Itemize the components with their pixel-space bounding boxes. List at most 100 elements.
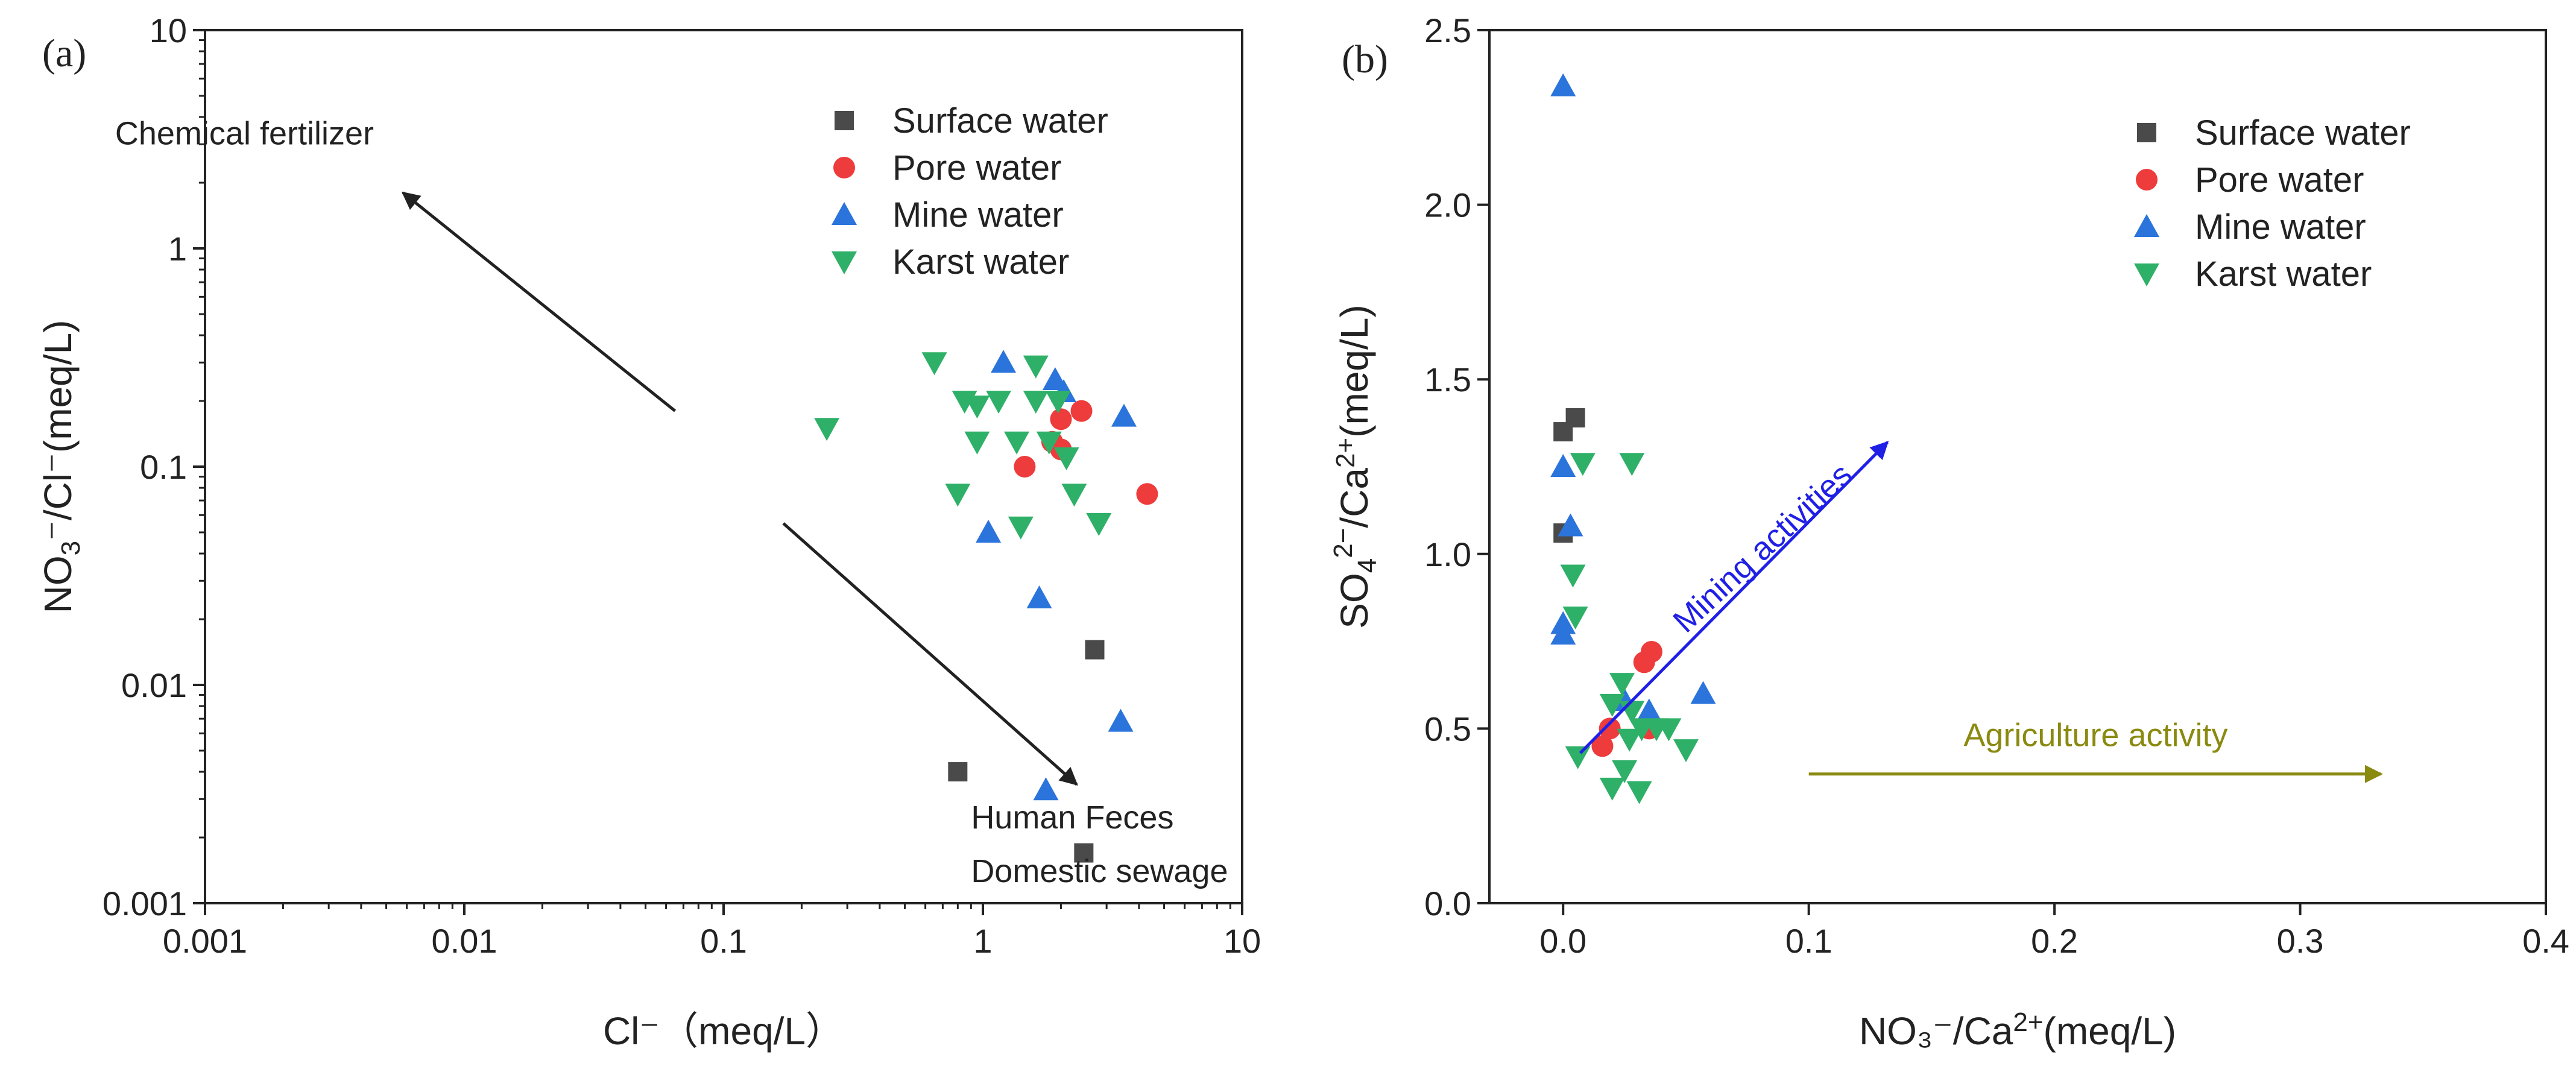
a-point-pore-water-5	[1136, 483, 1158, 505]
panel-b-y-axis-label: SO42−/Ca2+(meq/L)	[1328, 304, 1382, 628]
a-point-karst-water-12	[945, 484, 971, 507]
a-ytick-label-3: 1	[168, 230, 187, 268]
panel-b-ylabel-part-1: SO	[1333, 573, 1376, 628]
b-legend-label-1: Pore water	[2195, 160, 2364, 200]
b-ytick-label-0: 0.0	[1424, 885, 1471, 922]
a-point-karst-water-11	[1053, 447, 1079, 471]
a-annotation-arrow-0	[401, 191, 677, 412]
panel-b-ticks: 0.0 0.1 0.2 0.3 0.4 0.0 0.5 1.0 1.5 2.0 2.5	[1424, 11, 2569, 960]
a-point-karst-water-2	[814, 418, 840, 441]
panel-b-legend: Surface water Pore water Mine water Karst w…	[2134, 113, 2411, 294]
b-point-mine-water-1	[1550, 454, 1576, 477]
a-legend-marker-1	[833, 157, 855, 178]
a-point-mine-water-7	[1033, 777, 1059, 801]
a-point-karst-water-0	[921, 352, 947, 376]
a-xtick-label-0: 0.001	[163, 922, 247, 960]
panel-b-ylabel-part-3: (meq/L)	[1333, 304, 1376, 438]
b-point-karst-water-14	[1599, 777, 1625, 801]
b-ytick-label-1: 0.5	[1424, 710, 1471, 748]
a-legend-marker-3	[832, 251, 857, 274]
a-point-karst-water-15	[1086, 512, 1112, 536]
a-point-karst-water-13	[1061, 484, 1087, 507]
b-xtick-label-0: 0.0	[1539, 922, 1586, 960]
b-point-mine-water-5	[1636, 698, 1662, 722]
panel-b-xlabel-sup: 2+	[2013, 1008, 2043, 1037]
b-legend-label-3: Karst water	[2195, 254, 2372, 294]
a-annotation-text-0: Chemical fertilizer	[115, 115, 374, 151]
a-point-karst-water-8	[964, 431, 990, 455]
b-ytick-label-4: 2.0	[1424, 186, 1471, 224]
panel-b-ylabel-part-2: /Ca	[1333, 468, 1376, 528]
panel-b-x-axis-label: NO₃⁻/Ca2+(meq/L)	[1859, 1008, 2176, 1053]
panel-a-label: (a)	[42, 31, 86, 75]
a-point-karst-water-5	[986, 391, 1012, 414]
a-point-mine-water-5	[1026, 585, 1052, 608]
b-point-karst-water-2	[1560, 564, 1586, 588]
b-point-mine-water-4	[1550, 622, 1576, 645]
b-xtick-label-3: 0.3	[2277, 922, 2324, 960]
a-ytick-label-4: 10	[150, 11, 187, 49]
panel-b-xlabel-part-1: NO₃⁻/Ca	[1859, 1009, 2013, 1053]
b-point-karst-water-3	[1562, 607, 1588, 630]
a-point-mine-water-6	[1108, 708, 1134, 732]
b-annotation-arrow-0	[1579, 441, 1889, 754]
panel-a-annotations: Chemical fertilizer Human Feces Domestic s…	[115, 115, 1228, 889]
panel-a-legend: Surface water Pore water Mine water Karst w…	[832, 101, 1108, 282]
panel-b-ylabel-sup2: 2+	[1331, 438, 1360, 468]
a-xtick-label-4: 10	[1223, 922, 1261, 960]
a-point-surface-water-1	[1085, 640, 1105, 660]
b-xtick-label-1: 0.1	[1785, 922, 1833, 960]
b-point-karst-water-4	[1609, 673, 1635, 696]
b-legend-marker-3	[2134, 263, 2159, 286]
a-legend-label-2: Mine water	[892, 195, 1064, 235]
a-legend-marker-2	[832, 202, 857, 225]
b-point-karst-water-13	[1612, 760, 1638, 783]
a-ytick-label-0: 0.001	[103, 885, 187, 922]
a-point-mine-water-4	[976, 519, 1002, 543]
b-annotation-text-0: Mining activities	[1666, 456, 1859, 640]
b-point-karst-water-0	[1570, 453, 1596, 476]
panel-b-plot-frame	[1488, 29, 2547, 904]
b-point-karst-water-9	[1656, 718, 1682, 742]
panel-b-xlabel-part-2: (meq/L)	[2044, 1009, 2177, 1053]
b-ytick-label-3: 1.5	[1424, 361, 1471, 399]
panel-a-y-axis-label: NO3⁻/Cl⁻(meq/L)	[36, 320, 86, 614]
a-point-pore-water-0	[1050, 408, 1072, 430]
a-point-karst-water-4	[964, 396, 990, 419]
a-xtick-label-2: 0.1	[700, 922, 747, 960]
b-point-mine-water-6	[1690, 681, 1716, 704]
a-point-karst-water-10	[1036, 431, 1062, 455]
b-point-karst-water-11	[1673, 739, 1699, 763]
b-point-mine-water-0	[1550, 73, 1576, 96]
b-legend-marker-0	[2137, 123, 2156, 142]
panel-a-ticks: 0.001 0.01 0.1 1 10 0.001 0.01 0.1 1 10	[103, 11, 1261, 960]
b-point-karst-water-5	[1599, 693, 1625, 717]
b-ytick-label-2: 1.0	[1424, 535, 1471, 573]
panel-a-ylabel-part-1: NO	[36, 555, 80, 613]
a-ytick-label-2: 0.1	[140, 448, 187, 486]
b-xtick-label-4: 0.4	[2522, 922, 2569, 960]
b-point-surface-water-1	[1553, 422, 1573, 442]
a-point-karst-water-9	[1004, 431, 1030, 455]
a-xtick-label-1: 0.01	[432, 922, 497, 960]
b-point-karst-water-15	[1626, 781, 1652, 804]
b-point-pore-water-1	[1633, 651, 1655, 673]
a-annotation-text-1: Human Feces	[971, 799, 1173, 836]
a-legend-label-1: Pore water	[892, 148, 1061, 188]
panel-b-label: (b)	[1342, 37, 1388, 81]
a-annotation-text-2: Domestic sewage	[971, 853, 1228, 889]
a-annotation-arrow-1	[782, 522, 1078, 786]
a-point-surface-water-2	[1074, 843, 1094, 863]
b-point-karst-water-10	[1617, 728, 1643, 752]
a-point-pore-water-1	[1070, 400, 1093, 422]
b-point-pore-water-3	[1591, 735, 1614, 757]
b-point-pore-water-2	[1599, 717, 1621, 740]
panel-b-ylabel-sup1: 2−	[1328, 528, 1358, 558]
b-legend-label-2: Mine water	[2195, 207, 2366, 247]
panel-b-ylabel-sub: 4	[1353, 558, 1382, 573]
b-annotation-text-1: Agriculture activity	[1963, 717, 2227, 753]
panel-a-plot-frame	[204, 29, 1243, 904]
panel-a-ylabel-sub: 3	[56, 541, 86, 555]
